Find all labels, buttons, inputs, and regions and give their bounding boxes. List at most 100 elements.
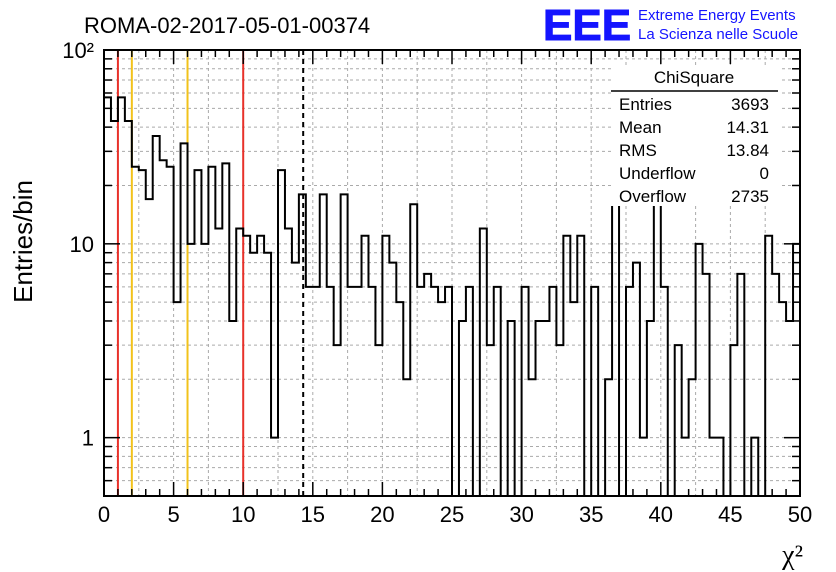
histogram-bin [229,321,236,496]
histogram-bin [431,287,438,496]
x-tick-label: 50 [788,502,812,527]
y-axis-label: Entries/bin [8,180,38,303]
stats-row-value: 14.31 [726,118,769,137]
histogram-bin [362,236,369,496]
histogram-bin [194,170,201,496]
histogram-bin [570,302,577,496]
eee-logo-line2: La Scienza nelle Scuole [638,26,798,43]
histogram-bin [417,287,424,496]
x-tick-label: 30 [509,502,533,527]
stats-box: ChiSquare Entries 3693 Mean 14.31 RMS 13.84 Un… [611,66,781,206]
histogram-bin [160,160,167,496]
reference-lines [116,50,305,496]
histogram-bin [737,274,744,496]
x-tick-label: 10 [231,502,255,527]
x-tick-label: 0 [98,502,110,527]
histogram-bin [487,345,494,496]
stats-row-label: Entries [619,95,672,114]
histogram-series [104,96,800,497]
stats-box-rows: Entries 3693 Mean 14.31 RMS 13.84 Underflow 0 Ov… [619,95,769,206]
histogram-bin [696,244,703,496]
histogram-bin [494,287,501,496]
x-tick-label: 15 [301,502,325,527]
histogram-bin [111,121,118,496]
histogram-bin [368,287,375,496]
chart-title: ROMA-02-2017-05-01-00374 [84,13,370,38]
histogram-bin [118,97,125,496]
x-tick-label: 5 [167,502,179,527]
histogram-bin [306,287,313,496]
histogram-bin [647,321,654,496]
histogram-bin [466,287,473,496]
histogram-bin [278,170,285,496]
histogram-bin [424,274,431,496]
stats-row-value: 3693 [731,95,769,114]
histogram-bin [396,302,403,496]
histogram-bin [382,236,389,496]
x-axis-label: χ² [781,540,803,571]
stats-row-label: Underflow [619,164,696,183]
stats-box-title: ChiSquare [654,68,734,87]
stats-row-label: Overflow [619,187,687,206]
histogram-bin [313,287,320,496]
eee-logo-letters: EEE [543,1,631,50]
histogram-bin [334,345,341,496]
axis-ticks [103,49,801,496]
stats-row-label: RMS [619,141,657,160]
histogram-bin [327,287,334,496]
histogram-bin [375,345,382,496]
x-tick-label: 45 [718,502,742,527]
histogram-bin [577,236,584,496]
histogram-bin [410,204,417,496]
histogram-bin [250,253,257,496]
x-tick-label: 20 [370,502,394,527]
histogram-bin [661,287,668,496]
histogram-bin [675,345,682,496]
stats-row-value: 2735 [731,187,769,206]
eee-logo-line1: Extreme Energy Events [638,7,796,24]
histogram-bin [438,302,445,496]
histogram-bin [765,236,772,496]
histogram-bin [556,345,563,496]
histogram-bin [104,97,111,496]
histogram-bin [355,287,362,496]
stats-box-background [611,66,781,206]
histogram-bin [786,321,793,496]
histogram-bin [654,204,661,496]
histogram-bin [612,204,619,496]
histogram-bin [522,287,529,496]
stats-row-value: 13.84 [726,141,769,160]
histogram-bin [215,228,222,496]
histogram-bin [536,321,543,496]
histogram-bin [549,287,556,496]
stats-row-label: Mean [619,118,662,137]
histogram-bin [563,236,570,496]
histogram-bin [703,274,710,496]
histogram-bin [348,287,355,496]
histogram-bin [730,345,737,496]
histogram-bin [125,121,132,496]
y-tick-label: 10 [70,232,94,257]
y-tick-label: 1 [82,426,94,451]
histogram-bin [285,228,292,496]
histogram-bin [445,287,452,496]
x-tick-label: 25 [440,502,464,527]
eee-logo: EEE Extreme Energy Events La Scienza nel… [543,1,799,51]
histogram-bin [480,228,487,496]
stats-row-value: 0 [760,164,769,183]
histogram-bin [779,302,786,496]
y-tick-label: 10² [62,38,94,63]
histogram-bin [174,302,181,496]
histogram-bin [264,253,271,496]
histogram-bin [243,236,250,496]
histogram-bin [459,321,466,496]
histogram-bin [188,244,195,496]
histogram-bin [793,244,800,496]
histogram-bin [772,274,779,496]
y-tick-labels: 1 10 10² [62,38,94,451]
x-tick-labels: 0 5 10 15 20 25 30 35 40 45 50 [98,502,812,527]
histogram-bin [153,136,160,496]
histogram-bin [542,321,549,496]
histogram-bin [139,170,146,496]
